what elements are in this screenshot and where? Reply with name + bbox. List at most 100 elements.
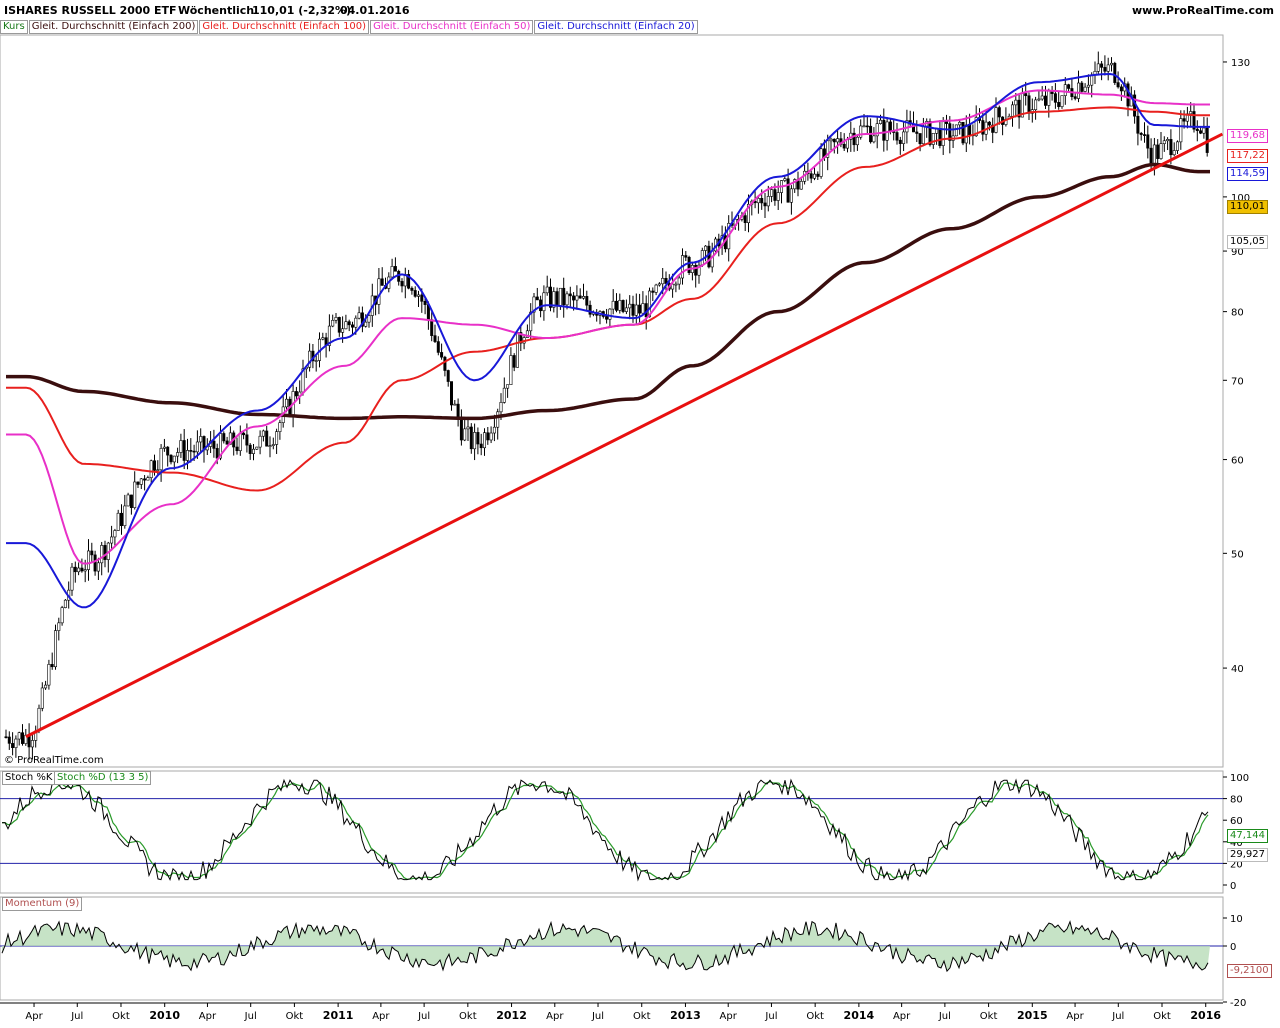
ma200-line [6,162,1210,421]
last-price-badge: 110,01 [1227,200,1268,214]
candle-body [443,356,447,371]
candle-body [878,119,882,124]
candle-body [275,431,279,445]
candle-body [166,446,170,456]
candle-body [694,264,698,276]
candle-body [938,128,942,146]
candle-body [252,448,256,454]
candle-body [400,281,404,287]
candle-body [261,430,265,437]
candle-body [512,355,516,368]
candle-body [14,738,18,748]
x-tick-label-1: Jul [70,1011,83,1022]
site-label[interactable]: www.ProRealTime.com [1131,4,1274,17]
candle-body [430,319,434,336]
candle-body [1080,82,1084,92]
candle-body [446,370,450,382]
candle-body [100,545,104,564]
candle-body [133,481,137,508]
ma20-value-badge: 114,59 [1227,167,1268,181]
stoch-ytick-label-0: 0 [1230,881,1236,892]
candle-body [888,121,892,132]
candle-body [222,433,226,442]
stoch-ytick-label-4: 80 [1230,795,1243,806]
legend-ma200[interactable]: Gleit. Durchschnitt (Einfach 200) [28,20,199,34]
candle-body [1057,102,1061,107]
candle-body [816,173,820,177]
candle-body [453,403,457,406]
candle-body [367,315,371,323]
candle-body [473,432,477,450]
stoch-d-label[interactable]: Stoch %D (13 3 5) [54,771,152,785]
momentum-ytick-label-0: -20 [1230,998,1246,1009]
x-tick-label-26: Okt [1153,1011,1171,1022]
candle-body [482,432,486,449]
candle-body [545,286,549,294]
candle-body [113,530,117,538]
momentum-area [2,921,1210,972]
candle-body [578,295,582,299]
candle-body [674,283,678,286]
x-tick-label-7: 2011 [323,1009,354,1022]
candle-body [1053,93,1057,103]
x-tick-label-11: 2012 [496,1009,527,1022]
stoch-k-label[interactable]: Stoch %K [2,771,56,785]
price-ytick-label-7: 130 [1231,58,1250,69]
stoch-ytick-label-3: 60 [1230,816,1243,827]
candle-body [898,139,902,144]
x-tick-label-10: Okt [459,1011,477,1022]
candle-body [1146,134,1150,149]
candle-body [558,287,562,307]
legend-ma100[interactable]: Gleit. Durchschnitt (Einfach 100) [199,20,370,34]
candle-body [255,446,259,450]
momentum-label[interactable]: Momentum (9) [2,897,83,911]
ma20-line [6,72,1210,609]
candle-body [397,270,401,282]
candle-body [90,550,94,556]
candle-body [1106,64,1110,72]
legend-ma20[interactable]: Gleit. Durchschnitt (Einfach 20) [534,20,698,34]
ma200-value-badge: 105,05 [1227,235,1268,249]
candle-body [638,304,642,314]
x-tick-label-8: Apr [372,1011,390,1022]
candle-body [515,332,519,368]
candle-body [902,131,906,144]
x-tick-label-12: Apr [546,1011,564,1022]
candle-body [819,148,823,177]
support-trendline [25,132,1224,739]
candle-body [189,450,193,452]
stoch-d-value-badge: 47,144 [1227,829,1268,843]
candle-body [360,312,364,327]
candle-body [192,450,196,453]
candle-body [486,432,490,441]
legend-kurs[interactable]: Kurs [0,20,28,34]
candle-body [436,341,440,353]
candle-body [93,554,97,572]
x-tick-label-20: Apr [893,1011,911,1022]
candle-body [1083,86,1087,92]
price-panel-frame [0,34,1224,768]
candle-body [1067,84,1071,89]
x-tick-label-13: Jul [591,1011,604,1022]
candle-body [1073,96,1077,99]
candle-body [87,550,91,570]
legend-ma50[interactable]: Gleit. Durchschnitt (Einfach 50) [370,20,534,34]
candle-body [1086,84,1090,88]
date-label: 04.01.2016 [340,4,410,17]
candle-body [433,335,437,342]
stoch-d-line [1,781,1209,880]
candle-body [53,630,57,668]
candle-body [961,121,965,144]
candle-body [968,124,972,135]
candle-body [987,121,991,126]
price-ytick-label-2: 60 [1231,456,1244,467]
x-tick-label-9: Jul [417,1011,430,1022]
candle-body [1044,95,1048,106]
candle-body [532,296,536,313]
price-ytick-label-1: 50 [1231,549,1244,560]
candle-body [47,664,51,686]
candle-body [1139,132,1143,135]
candle-body [80,567,84,572]
candle-body [836,138,840,143]
candle-body [1126,83,1130,107]
